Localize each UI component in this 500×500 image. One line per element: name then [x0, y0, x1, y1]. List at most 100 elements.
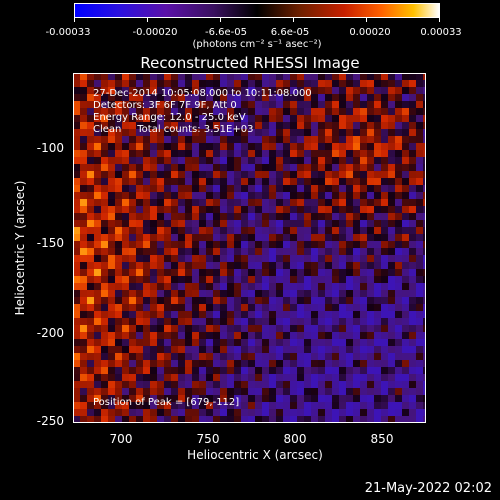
- heatmap-cell: [143, 192, 150, 199]
- heatmap-cell: [304, 136, 311, 143]
- heatmap-cell: [73, 325, 80, 332]
- heatmap-cell: [94, 409, 101, 416]
- heatmap-cell: [178, 136, 185, 143]
- heatmap-cell: [339, 346, 346, 353]
- heatmap-cell: [199, 178, 206, 185]
- heatmap-cell: [171, 339, 178, 346]
- heatmap-cell: [318, 115, 325, 122]
- heatmap-cell: [318, 283, 325, 290]
- heatmap-cell: [94, 381, 101, 388]
- heatmap-cell: [150, 311, 157, 318]
- heatmap-cell: [220, 416, 227, 423]
- heatmap-cell: [395, 213, 402, 220]
- heatmap-cell: [94, 192, 101, 199]
- heatmap-cell: [374, 395, 381, 402]
- heatmap-cell: [395, 283, 402, 290]
- heatmap-cell: [353, 80, 360, 87]
- colorbar-tick-label: -0.00033: [45, 27, 91, 38]
- heatmap-cell: [290, 346, 297, 353]
- heatmap-cell: [346, 192, 353, 199]
- heatmap-cell: [297, 339, 304, 346]
- heatmap-cell: [381, 80, 388, 87]
- heatmap-cell: [192, 416, 199, 423]
- heatmap-cell: [87, 227, 94, 234]
- heatmap-cell: [269, 143, 276, 150]
- heatmap-cell: [269, 206, 276, 213]
- heatmap-cell: [290, 367, 297, 374]
- heatmap-cell: [122, 164, 129, 171]
- heatmap-cell: [220, 409, 227, 416]
- heatmap-cell: [171, 227, 178, 234]
- heatmap-cell: [346, 255, 353, 262]
- heatmap-cell: [402, 80, 409, 87]
- heatmap-cell: [255, 178, 262, 185]
- heatmap-cell: [178, 353, 185, 360]
- heatmap-cell: [255, 381, 262, 388]
- heatmap-cell: [108, 136, 115, 143]
- heatmap-cell: [80, 94, 87, 101]
- heatmap-cell: [185, 304, 192, 311]
- heatmap-cell: [101, 136, 108, 143]
- heatmap-cell: [199, 395, 206, 402]
- heatmap-cell: [283, 185, 290, 192]
- heatmap-cell: [276, 234, 283, 241]
- heatmap-cell: [171, 416, 178, 423]
- heatmap-cell: [297, 234, 304, 241]
- heatmap-cell: [346, 304, 353, 311]
- heatmap-cell: [388, 311, 395, 318]
- heatmap-cell: [73, 318, 80, 325]
- heatmap-cell: [213, 108, 220, 115]
- heatmap-cell: [108, 269, 115, 276]
- heatmap-cell: [220, 129, 227, 136]
- heatmap-cell: [234, 276, 241, 283]
- heatmap-cell: [171, 143, 178, 150]
- heatmap-cell: [143, 101, 150, 108]
- heatmap-cell: [304, 87, 311, 94]
- heatmap-cell: [94, 332, 101, 339]
- heatmap-cell: [171, 318, 178, 325]
- heatmap-cell: [94, 164, 101, 171]
- heatmap-cell: [108, 248, 115, 255]
- heatmap-cell: [311, 80, 318, 87]
- heatmap-cell: [339, 115, 346, 122]
- heatmap-cell: [381, 178, 388, 185]
- heatmap-cell: [234, 143, 241, 150]
- heatmap-cell: [150, 241, 157, 248]
- heatmap-cell: [297, 297, 304, 304]
- heatmap-cell: [290, 178, 297, 185]
- heatmap-cell: [234, 80, 241, 87]
- heatmap-cell: [87, 297, 94, 304]
- heatmap-cell: [136, 283, 143, 290]
- heatmap-cell: [269, 332, 276, 339]
- heatmap-cell: [199, 171, 206, 178]
- heatmap-cell: [409, 346, 416, 353]
- heatmap-cell: [143, 416, 150, 423]
- heatmap-cell: [318, 241, 325, 248]
- footer-timestamp: 21-May-2022 02:02: [364, 481, 492, 496]
- heatmap-cell: [332, 122, 339, 129]
- heatmap-cell: [171, 94, 178, 101]
- heatmap-cell: [178, 178, 185, 185]
- heatmap-cell: [80, 129, 87, 136]
- heatmap-cell: [346, 143, 353, 150]
- heatmap-cell: [150, 416, 157, 423]
- heatmap-cell: [304, 248, 311, 255]
- heatmap-cell: [115, 227, 122, 234]
- heatmap-cell: [192, 213, 199, 220]
- heatmap-cell: [80, 227, 87, 234]
- heatmap-cell: [87, 136, 94, 143]
- heatmap-cell: [367, 80, 374, 87]
- heatmap-cell: [409, 227, 416, 234]
- heatmap-cell: [276, 108, 283, 115]
- heatmap-cell: [409, 80, 416, 87]
- heatmap-cell: [318, 199, 325, 206]
- heatmap-cell: [395, 255, 402, 262]
- heatmap-cell: [157, 150, 164, 157]
- heatmap-cell: [129, 108, 136, 115]
- heatmap-cell: [241, 164, 248, 171]
- heatmap-cell: [241, 374, 248, 381]
- heatmap-cell: [409, 402, 416, 409]
- heatmap-cell: [87, 122, 94, 129]
- heatmap-cell: [269, 115, 276, 122]
- heatmap-cell: [199, 220, 206, 227]
